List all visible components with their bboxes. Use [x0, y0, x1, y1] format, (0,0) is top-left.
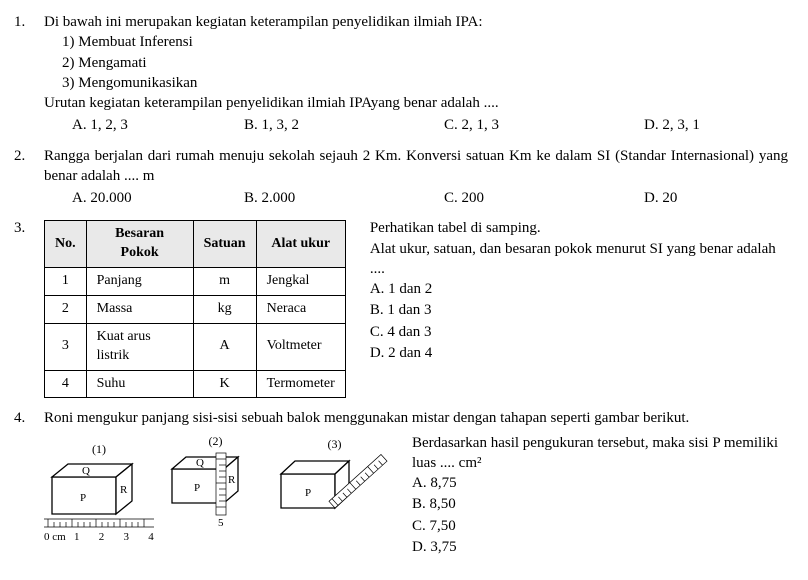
label-q: Q — [196, 457, 204, 469]
q2-opt-a: A. 20.000 — [44, 188, 244, 208]
q4-number: 4. — [14, 408, 44, 558]
q3-opt-b: B. 1 dan 3 — [370, 300, 788, 320]
q4-opt-d: D. 3,75 — [412, 537, 788, 557]
label-r: R — [120, 484, 128, 496]
q4-options: A. 8,75 B. 8,50 C. 7,50 D. 3,75 — [412, 473, 788, 557]
cell: K — [193, 370, 256, 398]
q3-right: Perhatikan tabel di samping. Alat ukur, … — [370, 218, 788, 398]
q1-opt-c: C. 2, 1, 3 — [444, 115, 644, 135]
cell: Massa — [86, 295, 193, 323]
cell: A — [193, 323, 256, 370]
q4-stem: Roni mengukur panjang sisi-sisi sebuah b… — [44, 408, 788, 428]
q1-number: 1. — [14, 12, 44, 136]
fig-2-label: (2) — [209, 433, 223, 449]
cell: m — [193, 268, 256, 296]
q2-opt-b: B. 2.000 — [244, 188, 444, 208]
cell: Jengkal — [256, 268, 345, 296]
q3-opt-c: C. 4 dan 3 — [370, 322, 788, 342]
q3-table: No. Besaran Pokok Satuan Alat ukur 1 Pan… — [44, 220, 346, 398]
cell: Termometer — [256, 370, 345, 398]
table-row: 3 Kuat arus listrik A Voltmeter — [45, 323, 346, 370]
q3-right-line2: Alat ukur, satuan, dan besaran pokok men… — [370, 239, 788, 280]
table-header-row: No. Besaran Pokok Satuan Alat ukur — [45, 221, 346, 268]
cell: Panjang — [86, 268, 193, 296]
q2-body: Rangga berjalan dari rumah menuju sekola… — [44, 146, 788, 209]
fig-1: (1) Q P R — [44, 441, 154, 529]
q4-opt-b: B. 8,50 — [412, 494, 788, 514]
q4-right-stem: Berdasarkan hasil pengukuran tersebut, m… — [412, 433, 788, 474]
fig-3: (3) P — [277, 436, 392, 529]
cell: 3 — [45, 323, 87, 370]
q1-body: Di bawah ini merupakan kegiatan keteramp… — [44, 12, 788, 136]
box-icon: Q P R 5 — [168, 451, 263, 529]
label-q: Q — [82, 465, 90, 477]
cell: 1 — [45, 268, 87, 296]
q1-prompt: Urutan kegiatan keterampilan penyelidika… — [44, 93, 788, 113]
q3-table-wrap: No. Besaran Pokok Satuan Alat ukur 1 Pan… — [44, 218, 346, 398]
cell: 2 — [45, 295, 87, 323]
q4-body: Roni mengukur panjang sisi-sisi sebuah b… — [44, 408, 788, 558]
label-p: P — [80, 492, 86, 504]
cell: kg — [193, 295, 256, 323]
q1-opt-a: A. 1, 2, 3 — [44, 115, 244, 135]
th-satuan: Satuan — [193, 221, 256, 268]
q1-sublist: 1) Membuat Inferensi 2) Mengamati 3) Men… — [44, 32, 788, 93]
q4-opt-a: A. 8,75 — [412, 473, 788, 493]
cell: Suhu — [86, 370, 193, 398]
q3-opt-d: D. 2 dan 4 — [370, 343, 788, 363]
q2-options: A. 20.000 B. 2.000 C. 200 D. 20 — [44, 188, 788, 208]
q3-right-line1: Perhatikan tabel di samping. — [370, 218, 788, 238]
q1-opt-b: B. 1, 3, 2 — [244, 115, 444, 135]
q4-figures: (1) Q P R — [44, 433, 392, 529]
q2-opt-c: C. 200 — [444, 188, 644, 208]
ruler-5: 5 — [218, 517, 224, 529]
th-no: No. — [45, 221, 87, 268]
q4-figures-col: (1) Q P R — [44, 433, 392, 545]
q2-number: 2. — [14, 146, 44, 209]
q1-item-1: 1) Membuat Inferensi — [62, 32, 788, 52]
cell: 4 — [45, 370, 87, 398]
ruler-scale-label: 0 cm 1 2 3 4 — [44, 530, 392, 545]
q1-item-2: 2) Mengamati — [62, 53, 788, 73]
th-alat: Alat ukur — [256, 221, 345, 268]
th-besaran: Besaran Pokok — [86, 221, 193, 268]
label-r: R — [228, 474, 236, 486]
q2-stem: Rangga berjalan dari rumah menuju sekola… — [44, 146, 788, 187]
label-p: P — [194, 482, 200, 494]
question-4: 4. Roni mengukur panjang sisi-sisi sebua… — [14, 408, 788, 558]
q2-opt-d: D. 20 — [644, 188, 788, 208]
question-2: 2. Rangga berjalan dari rumah menuju sek… — [14, 146, 788, 209]
q1-item-3: 3) Mengomunikasikan — [62, 73, 788, 93]
cell: Voltmeter — [256, 323, 345, 370]
table-row: 4 Suhu K Termometer — [45, 370, 346, 398]
question-3: 3. No. Besaran Pokok Satuan Alat ukur 1 … — [14, 218, 788, 398]
fig-2: (2) Q P R — [168, 433, 263, 529]
q4-row: (1) Q P R — [44, 433, 788, 559]
question-1: 1. Di bawah ini merupakan kegiatan keter… — [14, 12, 788, 136]
box-icon: P — [277, 454, 392, 529]
q4-right: Berdasarkan hasil pengukuran tersebut, m… — [412, 433, 788, 559]
table-row: 2 Massa kg Neraca — [45, 295, 346, 323]
q3-opt-a: A. 1 dan 2 — [370, 279, 788, 299]
fig-1-label: (1) — [92, 441, 106, 457]
q1-stem: Di bawah ini merupakan kegiatan keteramp… — [44, 12, 788, 32]
q3-body: No. Besaran Pokok Satuan Alat ukur 1 Pan… — [44, 218, 788, 398]
q3-number: 3. — [14, 218, 44, 398]
q4-opt-c: C. 7,50 — [412, 516, 788, 536]
cell: Kuat arus listrik — [86, 323, 193, 370]
label-p: P — [305, 487, 311, 499]
fig-3-label: (3) — [328, 436, 342, 452]
box-icon: Q P R — [44, 459, 154, 529]
q3-options: A. 1 dan 2 B. 1 dan 3 C. 4 dan 3 D. 2 da… — [370, 279, 788, 363]
cell: Neraca — [256, 295, 345, 323]
table-row: 1 Panjang m Jengkal — [45, 268, 346, 296]
q1-opt-d: D. 2, 3, 1 — [644, 115, 788, 135]
q1-options: A. 1, 2, 3 B. 1, 3, 2 C. 2, 1, 3 D. 2, 3… — [44, 115, 788, 135]
